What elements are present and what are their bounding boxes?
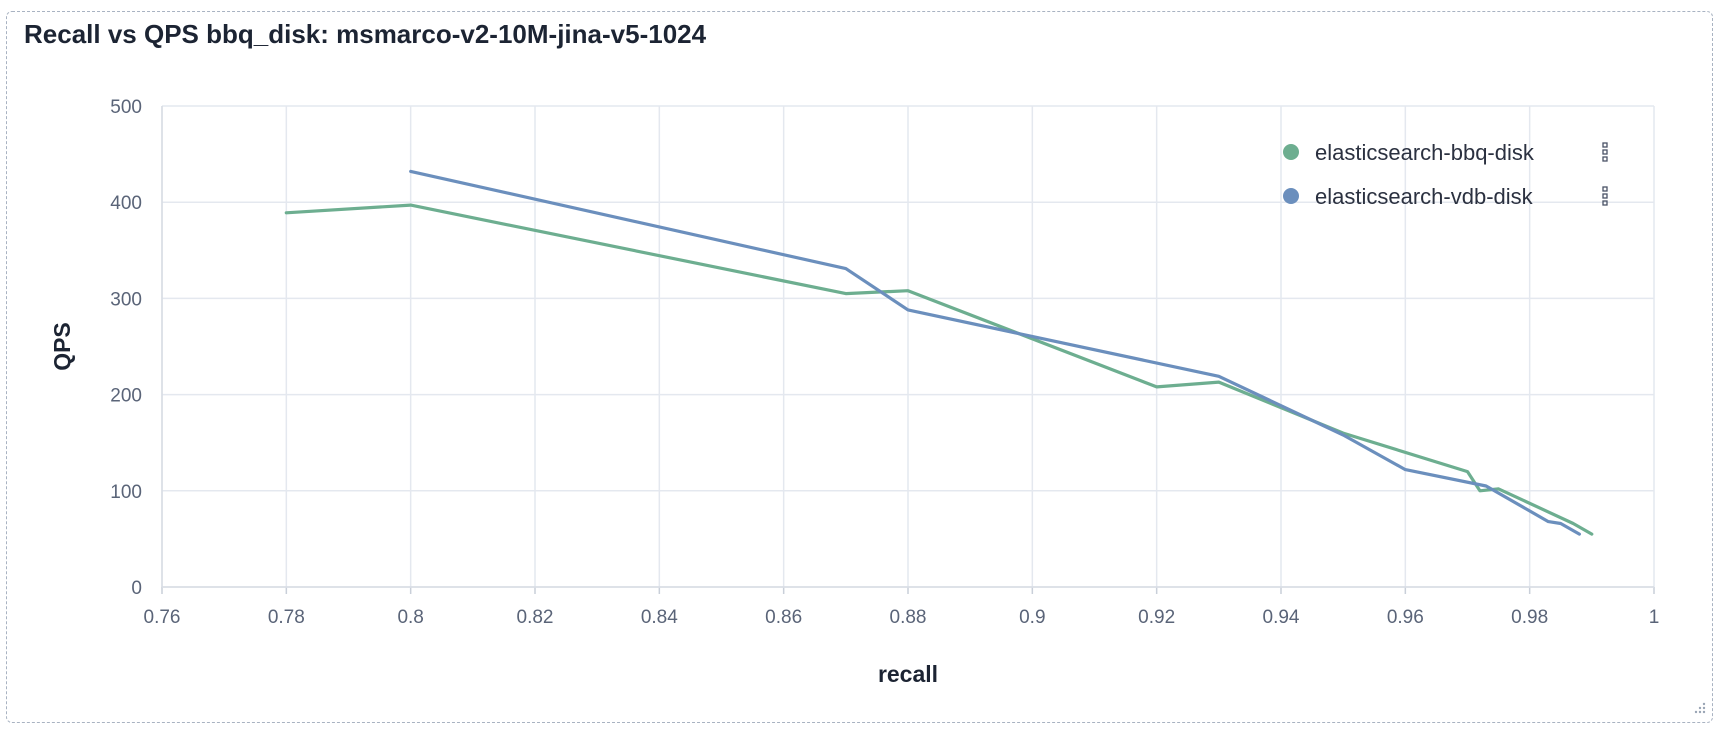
y-tick-label: 300	[110, 289, 142, 310]
y-tick-label: 400	[110, 193, 142, 214]
series-line-elasticsearch-bbq-disk[interactable]	[284, 203, 1594, 536]
y-tick-label: 200	[110, 386, 142, 407]
x-tick-label: 0.86	[765, 607, 802, 628]
legend-label[interactable]: elasticsearch-vdb-disk	[1315, 184, 1534, 209]
legend-swatch[interactable]	[1283, 188, 1299, 204]
x-tick-label: 0.88	[890, 607, 927, 628]
more-options-icon[interactable]	[1602, 186, 1608, 206]
resize-handle-icon[interactable]	[1694, 702, 1706, 714]
legend-label[interactable]: elasticsearch-bbq-disk	[1315, 140, 1535, 165]
y-tick-label: 100	[110, 482, 142, 503]
chart-title: Recall vs QPS bbq_disk: msmarco-v2-10M-j…	[24, 19, 707, 49]
x-tick-label: 0.82	[517, 607, 554, 628]
y-axis-ticks: 0 100 200 300 400 500	[110, 97, 142, 599]
x-tick-label: 1	[1649, 607, 1660, 628]
x-axis-ticks: 0.76 0.78 0.8 0.82 0.84 0.86 0.88 0.9 0.92 0.94 0.…	[144, 607, 1660, 628]
x-tick-label: 0.8	[397, 607, 423, 628]
x-tick-label: 0.84	[641, 607, 678, 628]
y-axis-title: QPS	[49, 322, 75, 371]
x-axis-title: recall	[878, 661, 938, 687]
x-tick-label: 0.94	[1263, 607, 1300, 628]
more-options-icon[interactable]	[1602, 142, 1608, 162]
series-line-elasticsearch-vdb-disk[interactable]	[409, 169, 1581, 536]
legend: elasticsearch-bbq-disk elasticsearch-vdb-…	[1283, 140, 1608, 209]
x-tick-label: 0.78	[268, 607, 305, 628]
x-tick-label: 0.98	[1511, 607, 1548, 628]
x-tick-label: 0.9	[1019, 607, 1045, 628]
y-tick-label: 0	[131, 578, 142, 599]
series	[284, 169, 1594, 536]
chart-panel	[6, 11, 1713, 723]
x-tick-label: 0.96	[1387, 607, 1424, 628]
legend-swatch[interactable]	[1283, 144, 1299, 160]
x-tick-label: 0.92	[1138, 607, 1175, 628]
grid	[161, 105, 1655, 594]
y-tick-label: 500	[110, 97, 142, 118]
x-tick-label: 0.76	[144, 607, 181, 628]
